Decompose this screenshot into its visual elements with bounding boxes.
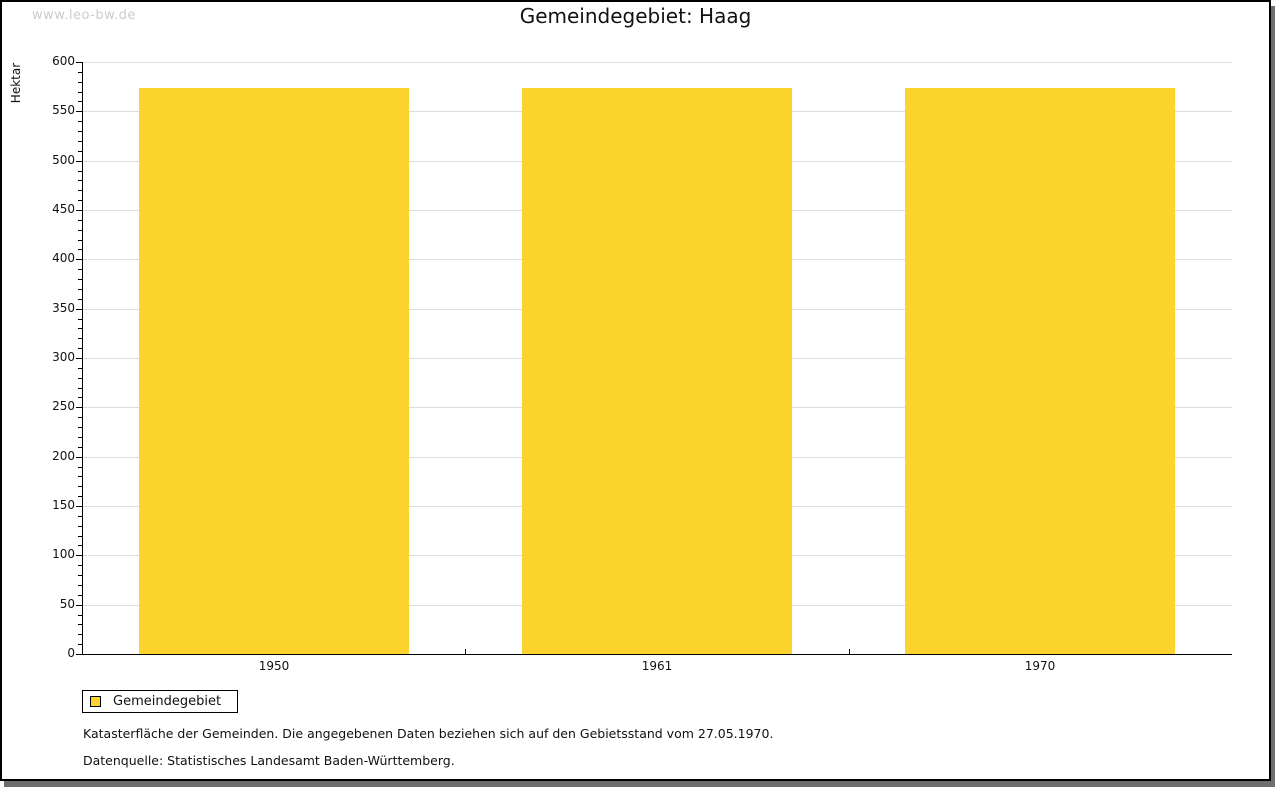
y-minor-tick — [78, 545, 82, 546]
y-minor-tick — [78, 565, 82, 566]
legend-label: Gemeindegebiet — [113, 694, 222, 709]
y-minor-tick — [78, 378, 82, 379]
y-major-tick — [76, 210, 82, 211]
y-minor-tick — [78, 131, 82, 132]
legend: Gemeindegebiet — [82, 690, 239, 713]
category-boundary-tick — [849, 649, 850, 654]
y-major-tick — [76, 555, 82, 556]
y-major-tick — [76, 457, 82, 458]
y-major-tick — [76, 654, 82, 655]
y-minor-tick — [78, 348, 82, 349]
y-minor-tick — [78, 526, 82, 527]
x-tick-label: 1961 — [641, 659, 673, 673]
y-minor-tick — [78, 338, 82, 339]
y-minor-tick — [78, 328, 82, 329]
chart-title: Gemeindegebiet: Haag — [519, 4, 752, 28]
y-minor-tick — [78, 447, 82, 448]
x-axis-line — [82, 654, 1232, 655]
y-minor-tick — [78, 82, 82, 83]
y-minor-tick — [78, 240, 82, 241]
y-minor-tick — [78, 249, 82, 250]
y-tick-label: 400 — [52, 251, 75, 265]
y-minor-tick — [78, 388, 82, 389]
watermark: www.leo-bw.de — [32, 8, 136, 23]
bar-1961 — [522, 88, 792, 654]
y-tick-label: 600 — [52, 54, 75, 68]
y-minor-tick — [78, 644, 82, 645]
y-tick-label: 100 — [52, 547, 75, 561]
y-minor-tick — [78, 476, 82, 477]
y-minor-tick — [78, 467, 82, 468]
category-boundary-tick — [465, 649, 466, 654]
y-major-tick — [76, 358, 82, 359]
y-tick-label: 300 — [52, 350, 75, 364]
y-tick-label: 150 — [52, 498, 75, 512]
y-major-tick — [76, 407, 82, 408]
x-tick-label: 1950 — [258, 659, 290, 673]
y-minor-tick — [78, 289, 82, 290]
y-minor-tick — [78, 486, 82, 487]
y-major-tick — [76, 161, 82, 162]
y-major-tick — [76, 605, 82, 606]
y-minor-tick — [78, 437, 82, 438]
y-major-tick — [76, 62, 82, 63]
y-tick-label: 550 — [52, 103, 75, 117]
y-minor-tick — [78, 269, 82, 270]
bar-1970 — [905, 88, 1175, 654]
y-minor-tick — [78, 585, 82, 586]
y-minor-tick — [78, 417, 82, 418]
y-tick-label: 50 — [59, 597, 75, 611]
y-major-tick — [76, 506, 82, 507]
x-tick-label: 1970 — [1024, 659, 1056, 673]
bar-1950 — [139, 88, 409, 654]
y-minor-tick — [78, 180, 82, 181]
y-tick-label: 250 — [52, 399, 75, 413]
y-minor-tick — [78, 496, 82, 497]
y-major-tick — [76, 309, 82, 310]
gridline — [82, 62, 1232, 63]
y-tick-label: 500 — [52, 153, 75, 167]
y-minor-tick — [78, 190, 82, 191]
y-minor-tick — [78, 171, 82, 172]
legend-swatch — [90, 696, 101, 707]
y-tick-label: 350 — [52, 301, 75, 315]
y-minor-tick — [78, 92, 82, 93]
y-minor-tick — [78, 121, 82, 122]
y-minor-tick — [78, 151, 82, 152]
caption-source-note: Katasterfläche der Gemeinden. Die angege… — [83, 726, 774, 741]
y-minor-tick — [78, 575, 82, 576]
y-minor-tick — [78, 279, 82, 280]
y-minor-tick — [78, 319, 82, 320]
y-minor-tick — [78, 427, 82, 428]
y-minor-tick — [78, 220, 82, 221]
y-minor-tick — [78, 615, 82, 616]
y-minor-tick — [78, 634, 82, 635]
y-minor-tick — [78, 101, 82, 102]
y-tick-label: 0 — [67, 646, 75, 660]
y-minor-tick — [78, 516, 82, 517]
y-major-tick — [76, 259, 82, 260]
y-minor-tick — [78, 200, 82, 201]
y-major-tick — [76, 111, 82, 112]
y-minor-tick — [78, 536, 82, 537]
y-minor-tick — [78, 368, 82, 369]
y-minor-tick — [78, 230, 82, 231]
y-minor-tick — [78, 595, 82, 596]
y-tick-label: 450 — [52, 202, 75, 216]
y-minor-tick — [78, 72, 82, 73]
y-tick-label: 200 — [52, 449, 75, 463]
caption-data-source: Datenquelle: Statistisches Landesamt Bad… — [83, 753, 455, 768]
y-minor-tick — [78, 141, 82, 142]
y-minor-tick — [78, 397, 82, 398]
y-axis-line — [82, 62, 83, 654]
y-minor-tick — [78, 299, 82, 300]
y-minor-tick — [78, 624, 82, 625]
